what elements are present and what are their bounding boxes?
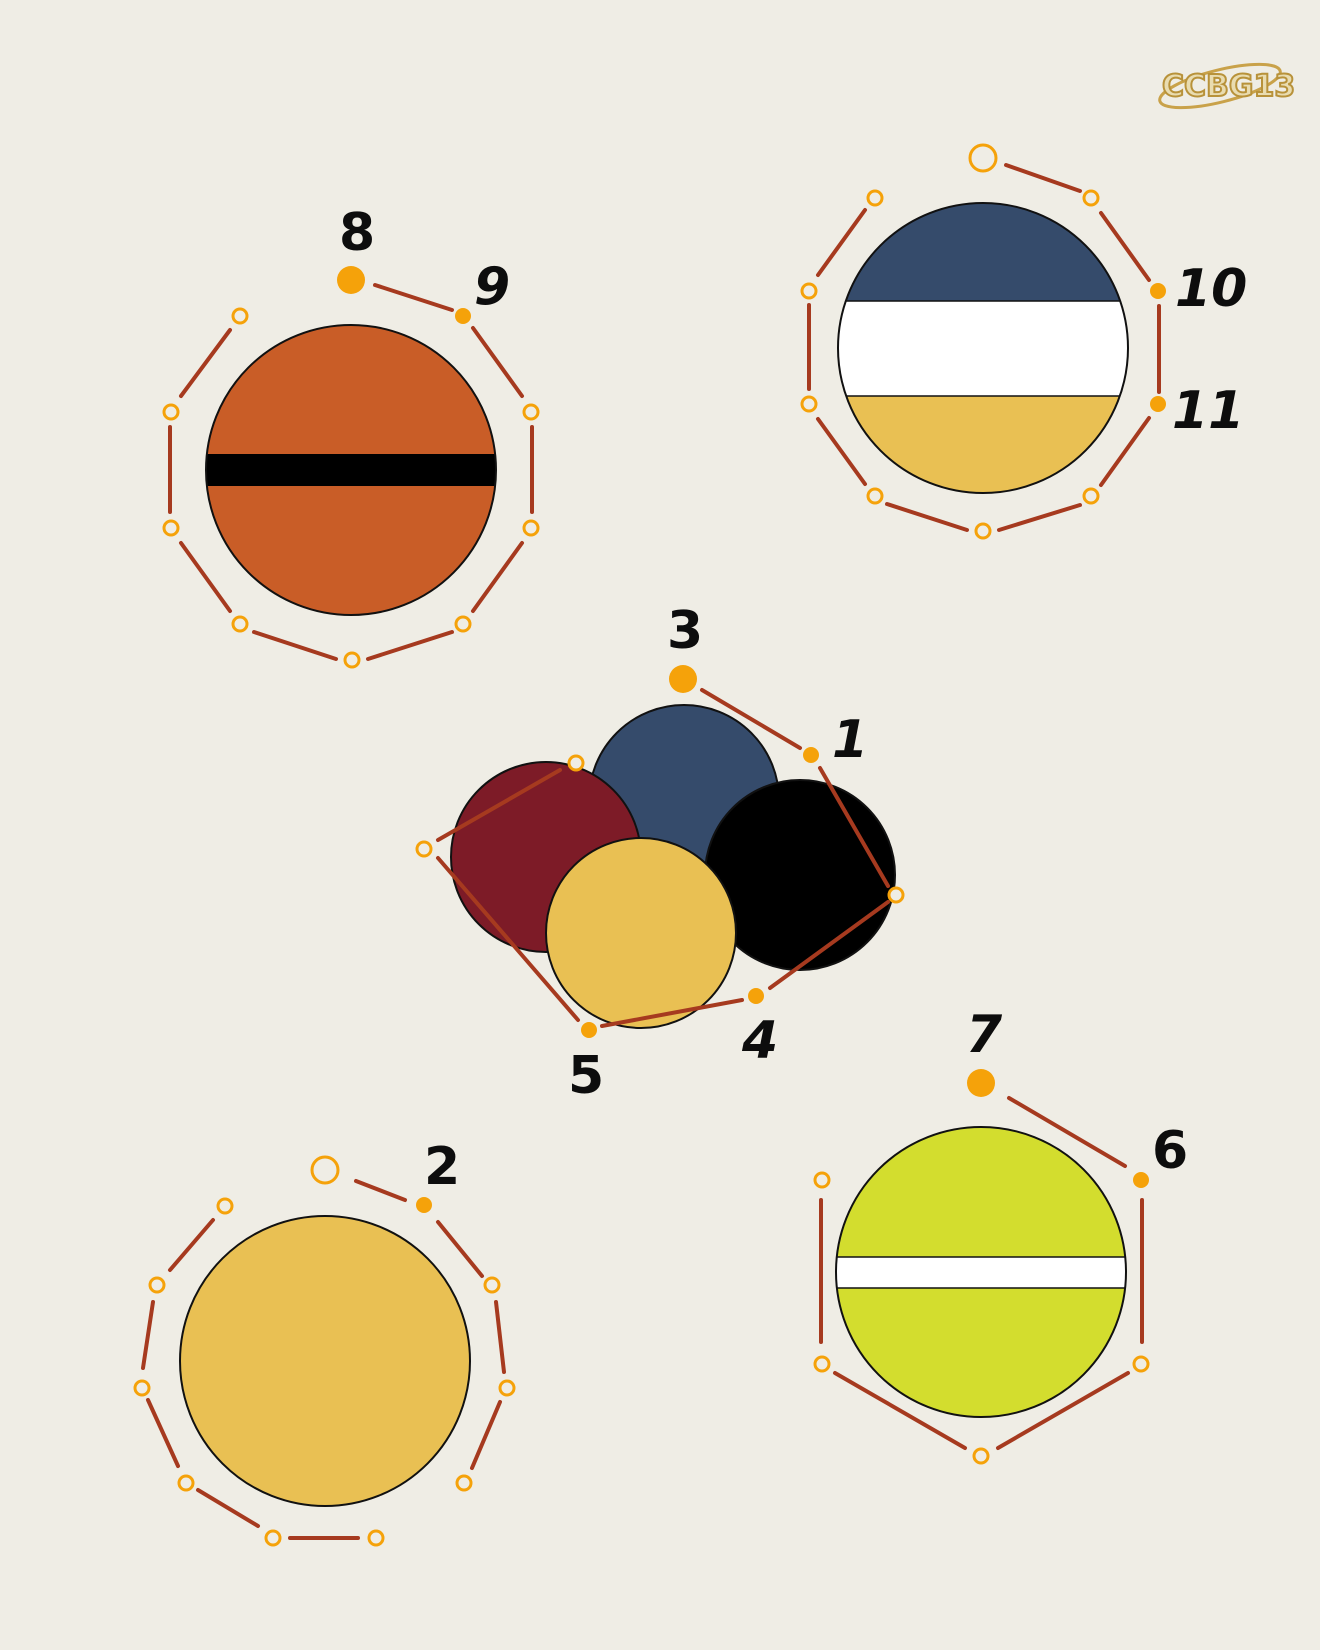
ring-edges <box>168 283 534 661</box>
label-8: 8 <box>339 203 375 263</box>
label-2: 2 <box>424 1137 460 1197</box>
ring-node <box>455 1474 473 1492</box>
cluster-nodes <box>415 665 905 1038</box>
ring-nodes <box>813 1069 1150 1465</box>
node-7 <box>967 1069 995 1097</box>
node-9 <box>455 308 471 324</box>
ring-node <box>216 1197 234 1215</box>
ring-node <box>522 519 540 537</box>
group-center: 3 1 4 5 <box>415 601 905 1106</box>
ring-node <box>415 840 433 858</box>
ring-nodes <box>133 1155 516 1547</box>
ring-node <box>522 403 540 421</box>
ring-node <box>813 1355 831 1373</box>
label-3: 3 <box>667 601 703 661</box>
label-7: 7 <box>966 1005 1003 1065</box>
ring-node <box>813 1171 831 1189</box>
gold-ball <box>545 837 737 1029</box>
logo: CCBG13 <box>1158 62 1296 110</box>
node-8 <box>337 266 365 294</box>
node-1 <box>803 747 819 763</box>
ring-node <box>231 307 249 325</box>
ring-node <box>800 395 818 413</box>
node-11 <box>1150 396 1166 412</box>
ring-node <box>231 615 249 633</box>
label-5: 5 <box>568 1046 604 1106</box>
ring-node <box>162 519 180 537</box>
ring-node <box>887 886 905 904</box>
node-6 <box>1133 1172 1149 1188</box>
node-2 <box>416 1197 432 1213</box>
ring-node-large <box>310 1155 340 1185</box>
ring-node <box>866 189 884 207</box>
node-4 <box>748 988 764 1004</box>
ring-node <box>483 1276 501 1294</box>
node-3 <box>669 665 697 693</box>
ring-node <box>343 651 361 669</box>
ring-node <box>454 615 472 633</box>
group-top-left: 8 9 <box>162 203 540 669</box>
ring-node <box>133 1379 151 1397</box>
logo-swoosh-icon <box>1158 62 1282 110</box>
orange-ball <box>205 324 497 616</box>
ring-node <box>1132 1355 1150 1373</box>
ring-edges <box>141 1179 506 1540</box>
label-10: 10 <box>1175 259 1247 319</box>
ring-node <box>1082 487 1100 505</box>
ring-node <box>974 522 992 540</box>
black-stripe <box>206 454 496 486</box>
ring-node <box>1082 189 1100 207</box>
ring-node <box>800 282 818 300</box>
ring-node <box>162 403 180 421</box>
tricolor-ball <box>837 202 1129 494</box>
lime-ball <box>835 1126 1127 1418</box>
ring-node <box>148 1276 166 1294</box>
logo-text: CCBG13 <box>1162 69 1295 104</box>
label-4: 4 <box>741 1011 778 1071</box>
node-10 <box>1150 283 1166 299</box>
ring-node <box>567 754 585 772</box>
label-1: 1 <box>832 710 868 770</box>
node-5 <box>581 1022 597 1038</box>
ring-node <box>367 1529 385 1547</box>
group-bottom-left: 2 <box>133 1137 516 1547</box>
white-band <box>838 301 1128 396</box>
group-top-right: 10 11 <box>800 143 1247 540</box>
group-bottom-right: 7 6 <box>813 1005 1188 1465</box>
ring-node <box>866 487 884 505</box>
gold-ball <box>179 1215 471 1507</box>
ring-node <box>264 1529 282 1547</box>
white-stripe <box>836 1257 1126 1288</box>
label-11: 11 <box>1172 381 1244 441</box>
ring-node <box>972 1447 990 1465</box>
ring-node <box>498 1379 516 1397</box>
ring-nodes <box>162 266 540 669</box>
ring-node <box>177 1474 195 1492</box>
ring-edges <box>807 163 1161 532</box>
ring-edges <box>819 1096 1144 1450</box>
label-6: 6 <box>1152 1121 1188 1181</box>
label-9: 9 <box>474 257 510 317</box>
cluster-edges <box>436 688 890 1028</box>
ring-nodes <box>800 143 1166 540</box>
ring-node-large <box>968 143 998 173</box>
